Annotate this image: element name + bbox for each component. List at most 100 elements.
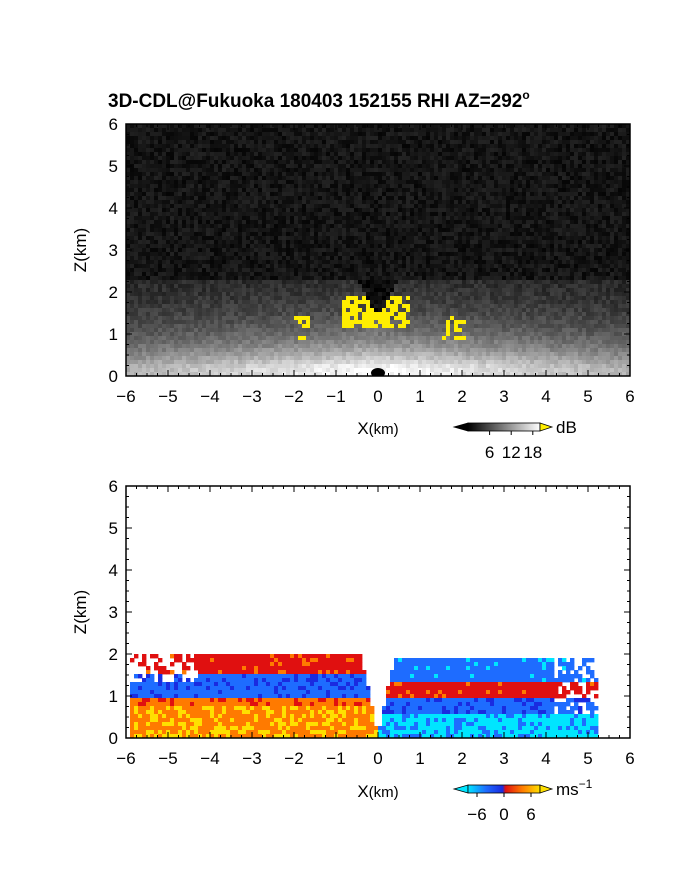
snr-pixel bbox=[246, 228, 251, 233]
snr-pixel bbox=[210, 204, 215, 209]
snr-pixel bbox=[386, 144, 391, 149]
snr-pixel bbox=[602, 252, 607, 257]
snr-pixel bbox=[370, 160, 375, 165]
snr-pixel bbox=[542, 124, 547, 129]
snr-pixel bbox=[366, 132, 371, 137]
snr-pixel bbox=[526, 124, 531, 129]
snr-pixel bbox=[366, 228, 371, 233]
snr-pixel bbox=[374, 168, 379, 173]
snr-pixel bbox=[554, 176, 559, 181]
snr-pixel bbox=[398, 268, 403, 273]
snr-pixel bbox=[502, 200, 507, 205]
snr-pixel bbox=[498, 132, 503, 137]
snr-pixel bbox=[286, 220, 291, 225]
snr-pixel bbox=[590, 140, 595, 145]
snr-pixel bbox=[354, 152, 359, 157]
snr-pixel bbox=[434, 164, 439, 169]
snr-pixel bbox=[474, 220, 479, 225]
snr-pixel bbox=[366, 208, 371, 213]
snr-pixel bbox=[470, 244, 475, 249]
snr-pixel bbox=[558, 272, 563, 277]
snr-pixel bbox=[346, 160, 351, 165]
snr-pixel bbox=[546, 176, 551, 181]
snr-pixel bbox=[334, 140, 339, 145]
snr-pixel bbox=[446, 248, 451, 253]
snr-pixel bbox=[598, 252, 603, 257]
snr-pixel bbox=[306, 260, 311, 265]
snr-pixel bbox=[286, 168, 291, 173]
snr-pixel bbox=[318, 176, 323, 181]
snr-pixel bbox=[494, 160, 499, 165]
snr-pixel bbox=[394, 172, 399, 177]
snr-pixel bbox=[438, 248, 443, 253]
snr-pixel bbox=[542, 184, 547, 189]
snr-pixel bbox=[138, 236, 143, 241]
snr-pixel bbox=[398, 256, 403, 261]
snr-pixel bbox=[386, 232, 391, 237]
snr-pixel bbox=[370, 224, 375, 229]
snr-pixel bbox=[174, 128, 179, 133]
snr-pixel bbox=[322, 224, 327, 229]
snr-pixel bbox=[198, 160, 203, 165]
snr-pixel bbox=[426, 156, 431, 161]
snr-pixel bbox=[426, 136, 431, 141]
snr-pixel bbox=[250, 216, 255, 221]
snr-pixel bbox=[394, 224, 399, 229]
snr-pixel bbox=[370, 216, 375, 221]
snr-pixel bbox=[582, 152, 587, 157]
snr-pixel bbox=[422, 136, 427, 141]
snr-pixel bbox=[374, 132, 379, 137]
snr-pixel bbox=[242, 216, 247, 221]
snr-pixel bbox=[266, 212, 271, 217]
snr-pixel bbox=[422, 168, 427, 173]
snr-pixel bbox=[402, 236, 407, 241]
snr-pixel bbox=[586, 276, 591, 281]
snr-pixel bbox=[142, 232, 147, 237]
snr-pixel bbox=[230, 240, 235, 245]
snr-pixel bbox=[162, 128, 167, 133]
snr-pixel bbox=[458, 184, 463, 189]
snr-pixel bbox=[534, 180, 539, 185]
snr-pixel bbox=[186, 280, 191, 285]
snr-pixel bbox=[210, 164, 215, 169]
snr-pixel bbox=[150, 192, 155, 197]
snr-pixel bbox=[414, 252, 419, 257]
snr-pixel bbox=[138, 272, 143, 277]
snr-pixel bbox=[278, 264, 283, 269]
snr-pixel bbox=[382, 264, 387, 269]
snr-pixel bbox=[618, 260, 623, 265]
snr-pixel bbox=[450, 260, 455, 265]
snr-pixel bbox=[626, 252, 630, 257]
snr-pixel bbox=[350, 260, 355, 265]
snr-pixel bbox=[462, 188, 467, 193]
snr-pixel bbox=[562, 236, 567, 241]
snr-pixel bbox=[274, 228, 279, 233]
snr-pixel bbox=[574, 244, 579, 249]
snr-pixel bbox=[162, 168, 167, 173]
snr-pixel bbox=[418, 224, 423, 229]
snr-pixel bbox=[506, 136, 511, 141]
snr-pixel bbox=[538, 236, 543, 241]
snr-pixel bbox=[570, 152, 575, 157]
snr-pixel bbox=[130, 212, 135, 217]
snr-pixel bbox=[302, 128, 307, 133]
snr-pixel bbox=[362, 232, 367, 237]
snr-pixel bbox=[322, 196, 327, 201]
snr-pixel bbox=[334, 144, 339, 149]
snr-pixel bbox=[230, 184, 235, 189]
snr-pixel bbox=[582, 128, 587, 133]
snr-pixel bbox=[154, 268, 159, 273]
snr-pixel bbox=[486, 136, 491, 141]
snr-pixel bbox=[282, 236, 287, 241]
snr-pixel bbox=[298, 124, 303, 129]
snr-pixel bbox=[298, 200, 303, 205]
snr-pixel bbox=[406, 244, 411, 249]
snr-pixel bbox=[342, 164, 347, 169]
snr-pixel bbox=[510, 244, 515, 249]
snr-pixel bbox=[186, 140, 191, 145]
snr-pixel bbox=[426, 252, 431, 257]
snr-pixel bbox=[302, 196, 307, 201]
snr-pixel bbox=[222, 148, 227, 153]
snr-pixel bbox=[342, 156, 347, 161]
snr-pixel bbox=[274, 144, 279, 149]
